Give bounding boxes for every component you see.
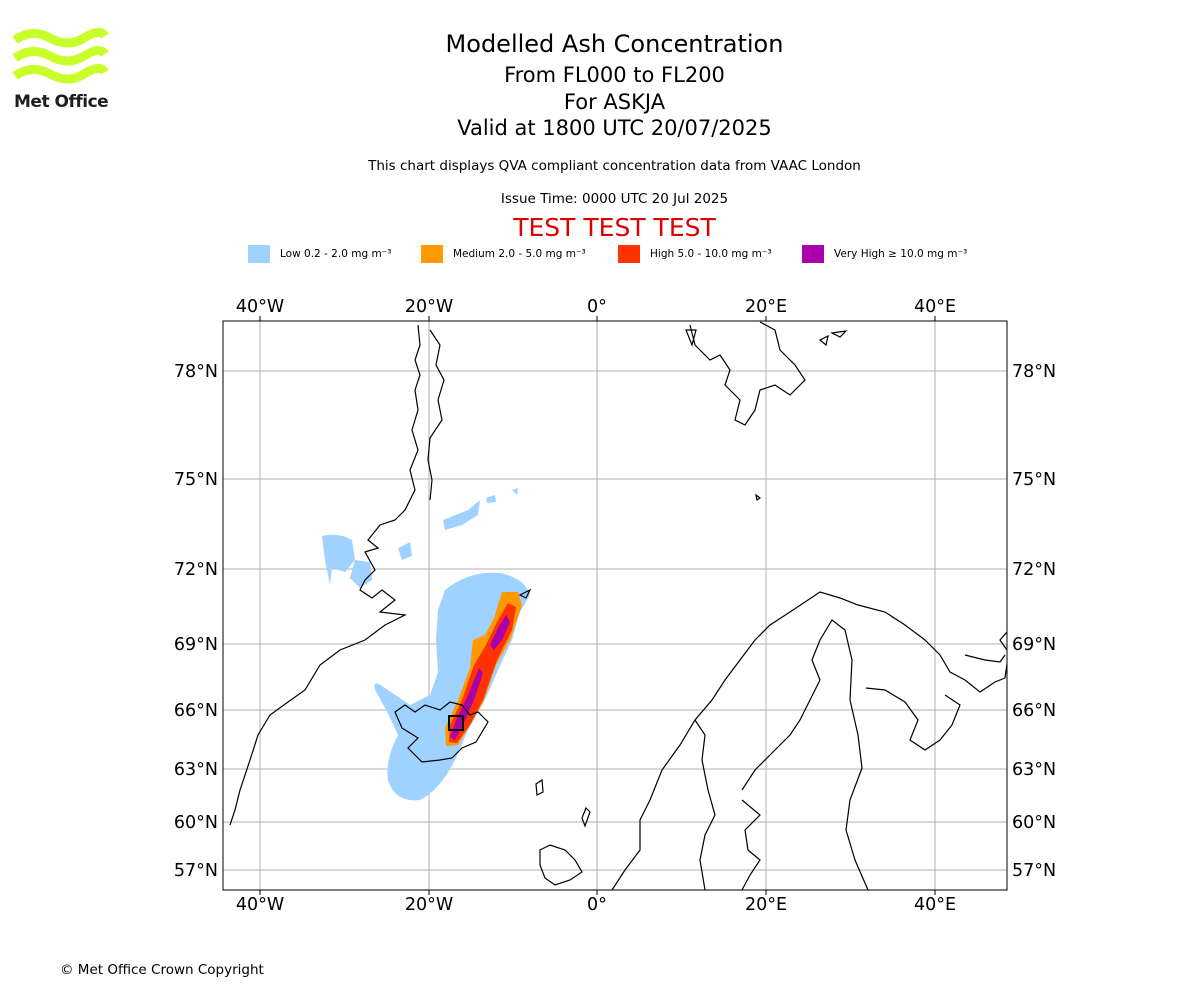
lat-tick-left: 66°N xyxy=(174,701,218,721)
copyright: © Met Office Crown Copyright xyxy=(60,962,264,978)
legend-swatch xyxy=(802,245,824,263)
issue-time: Issue Time: 0000 UTC 20 Jul 2025 xyxy=(500,191,729,207)
lon-tick-bottom: 0° xyxy=(587,895,607,915)
tick-marks xyxy=(259,316,936,895)
lat-tick-right: 63°N xyxy=(1012,760,1056,780)
legend-swatch xyxy=(421,245,443,263)
lon-tick-top: 20°W xyxy=(405,297,453,317)
lon-tick-bottom: 40°W xyxy=(236,895,284,915)
lat-tick-left: 57°N xyxy=(174,861,218,881)
legend-item-medium: Medium 2.0 - 5.0 mg m⁻³ xyxy=(421,244,586,264)
lat-tick-left: 72°N xyxy=(174,560,218,580)
met-office-logo xyxy=(12,28,109,84)
volcano-marker xyxy=(448,715,464,731)
volcano-name: For ASKJA xyxy=(563,90,666,114)
lon-tick-bottom: 20°W xyxy=(405,895,453,915)
logo-waves xyxy=(12,28,109,84)
data-note: This chart displays QVA compliant concen… xyxy=(368,158,861,174)
lon-tick-top: 0° xyxy=(587,297,607,317)
legend-label: Very High ≥ 10.0 mg m⁻³ xyxy=(834,248,968,260)
legend-item-high: High 5.0 - 10.0 mg m⁻³ xyxy=(618,244,772,264)
chart-title: Modelled Ash Concentration xyxy=(445,30,784,58)
test-banner: TEST TEST TEST xyxy=(513,213,716,242)
legend-item-very-high: Very High ≥ 10.0 mg m⁻³ xyxy=(802,244,967,264)
map-frame xyxy=(222,320,1008,891)
lon-tick-bottom: 20°E xyxy=(745,895,787,915)
lat-tick-right: 66°N xyxy=(1012,701,1056,721)
lat-tick-left: 75°N xyxy=(174,470,218,490)
lon-tick-bottom: 40°E xyxy=(914,895,956,915)
lat-tick-right: 69°N xyxy=(1012,635,1056,655)
lat-tick-left: 78°N xyxy=(174,362,218,382)
lat-tick-right: 75°N xyxy=(1012,470,1056,490)
legend-label: High 5.0 - 10.0 mg m⁻³ xyxy=(650,248,772,260)
lon-tick-top: 20°E xyxy=(745,297,787,317)
lat-tick-left: 63°N xyxy=(174,760,218,780)
lat-tick-right: 78°N xyxy=(1012,362,1056,382)
lat-tick-right: 60°N xyxy=(1012,813,1056,833)
lat-tick-right: 72°N xyxy=(1012,560,1056,580)
lat-tick-left: 60°N xyxy=(174,813,218,833)
legend-item-low: Low 0.2 - 2.0 mg m⁻³ xyxy=(248,244,391,264)
lon-tick-top: 40°E xyxy=(914,297,956,317)
logo-text: Met Office xyxy=(14,92,109,112)
lon-tick-top: 40°W xyxy=(236,297,284,317)
lat-tick-right: 57°N xyxy=(1012,861,1056,881)
valid-time: Valid at 1800 UTC 20/07/2025 xyxy=(457,116,772,140)
legend-label: Medium 2.0 - 5.0 mg m⁻³ xyxy=(453,248,586,260)
lat-tick-left: 69°N xyxy=(174,635,218,655)
legend-swatch xyxy=(618,245,640,263)
gridlines xyxy=(223,321,1007,890)
coastlines xyxy=(229,321,1007,890)
flight-levels: From FL000 to FL200 xyxy=(504,63,725,87)
legend-label: Low 0.2 - 2.0 mg m⁻³ xyxy=(280,248,392,260)
legend-swatch xyxy=(248,245,270,263)
